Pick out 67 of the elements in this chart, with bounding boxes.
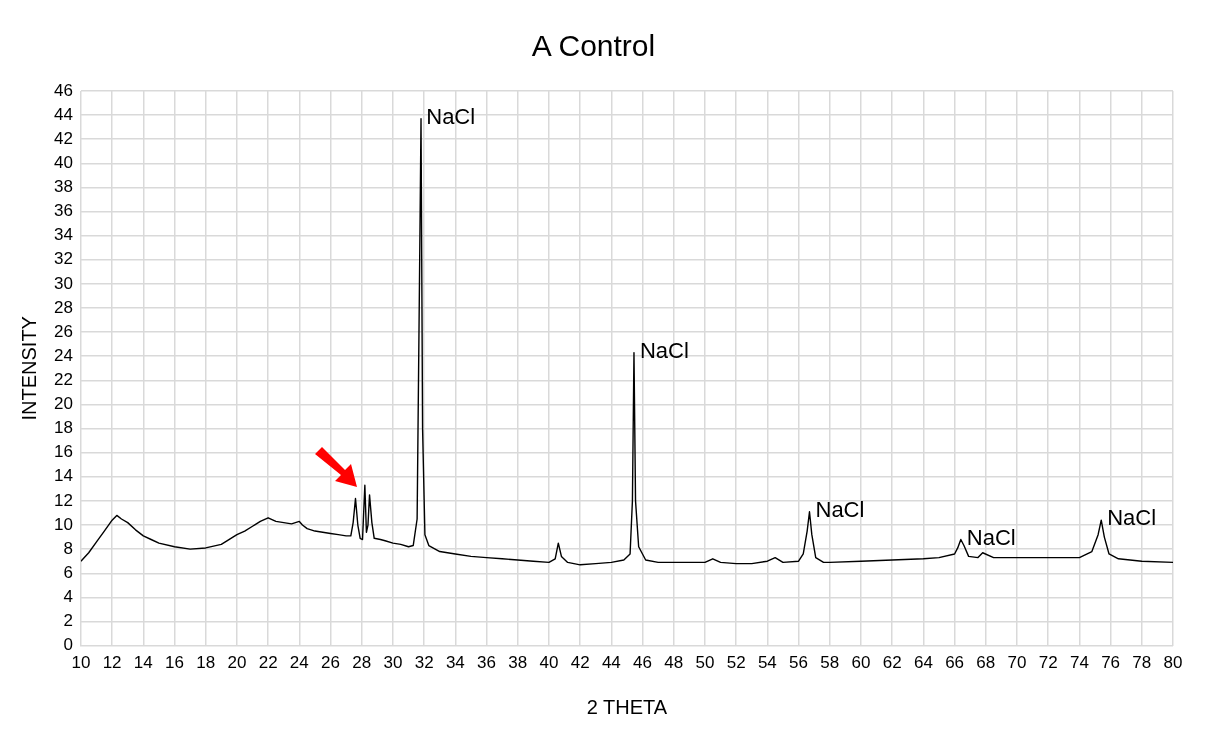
x-tick-label: 26 <box>321 653 340 673</box>
y-tick-label: 36 <box>53 201 73 221</box>
x-tick-label: 44 <box>601 653 621 673</box>
y-tick-label: 32 <box>53 249 73 269</box>
x-tick-label: 36 <box>477 653 496 673</box>
x-tick-label: 60 <box>851 653 871 673</box>
x-tick-label: 70 <box>1007 653 1027 673</box>
x-tick-label: 40 <box>539 653 559 673</box>
x-tick-label: 68 <box>976 653 996 673</box>
y-tick-label: 44 <box>53 104 73 124</box>
x-tick-label: 48 <box>664 653 684 673</box>
y-tick-label: 16 <box>53 442 73 462</box>
x-tick-label: 76 <box>1101 653 1121 673</box>
y-tick-label: 4 <box>63 587 73 607</box>
x-tick-label: 16 <box>165 653 184 673</box>
y-axis-title: INTENSITY <box>17 316 40 421</box>
x-tick-label: 80 <box>1163 653 1183 673</box>
y-tick-label: 0 <box>63 635 73 655</box>
annotation: NaCl <box>966 524 1016 550</box>
x-tick-label: 24 <box>289 653 309 673</box>
y-tick-label: 46 <box>53 80 73 100</box>
y-tick-label: 12 <box>53 490 73 510</box>
y-tick-label: 10 <box>53 514 73 534</box>
y-tick-label: 34 <box>53 225 73 245</box>
x-tick-label: 42 <box>570 653 590 673</box>
y-tick-label: 8 <box>63 538 73 558</box>
y-tick-label: 24 <box>53 345 73 365</box>
y-tick-label: 26 <box>53 321 73 341</box>
x-tick-label: 46 <box>633 653 653 673</box>
y-tick-label: 28 <box>53 297 73 317</box>
y-tick-label: 20 <box>53 394 73 414</box>
x-tick-label: 56 <box>789 653 809 673</box>
x-tick-label: 64 <box>913 653 933 673</box>
y-tick-label: 42 <box>53 128 73 148</box>
y-tick-label: 18 <box>53 418 73 438</box>
x-tick-label: 20 <box>227 653 247 673</box>
x-tick-label: 34 <box>445 653 465 673</box>
x-tick-label: 18 <box>196 653 216 673</box>
y-tick-label: 6 <box>63 562 73 582</box>
annotation: NaCl <box>426 103 476 129</box>
x-tick-label: 66 <box>945 653 965 673</box>
y-tick-label: 14 <box>53 466 73 486</box>
x-tick-label: 12 <box>102 653 122 673</box>
x-tick-label: 50 <box>695 653 715 673</box>
annotation: NaCl <box>815 496 865 522</box>
x-tick-label: 54 <box>757 653 777 673</box>
x-tick-label: 52 <box>726 653 746 673</box>
x-tick-label: 62 <box>882 653 902 673</box>
x-tick-label: 72 <box>1038 653 1058 673</box>
annotation: NaCl <box>1107 505 1157 531</box>
x-tick-label: 74 <box>1069 653 1089 673</box>
x-axis-title: 2 THETA <box>586 695 668 718</box>
y-tick-label: 2 <box>63 611 73 631</box>
y-tick-label: 22 <box>53 370 73 390</box>
y-tick-label: 40 <box>53 153 73 173</box>
x-tick-label: 22 <box>258 653 278 673</box>
x-tick-label: 38 <box>508 653 528 673</box>
x-tick-label: 58 <box>820 653 840 673</box>
chart-title: A Control <box>531 29 656 63</box>
x-tick-label: 14 <box>133 653 153 673</box>
x-tick-label: 32 <box>414 653 434 673</box>
x-tick-label: 78 <box>1132 653 1152 673</box>
y-tick-label: 30 <box>53 273 73 293</box>
x-tick-label: 28 <box>352 653 372 673</box>
x-tick-label: 30 <box>383 653 403 673</box>
y-tick-label: 38 <box>53 177 73 197</box>
annotation: NaCl <box>639 337 689 363</box>
